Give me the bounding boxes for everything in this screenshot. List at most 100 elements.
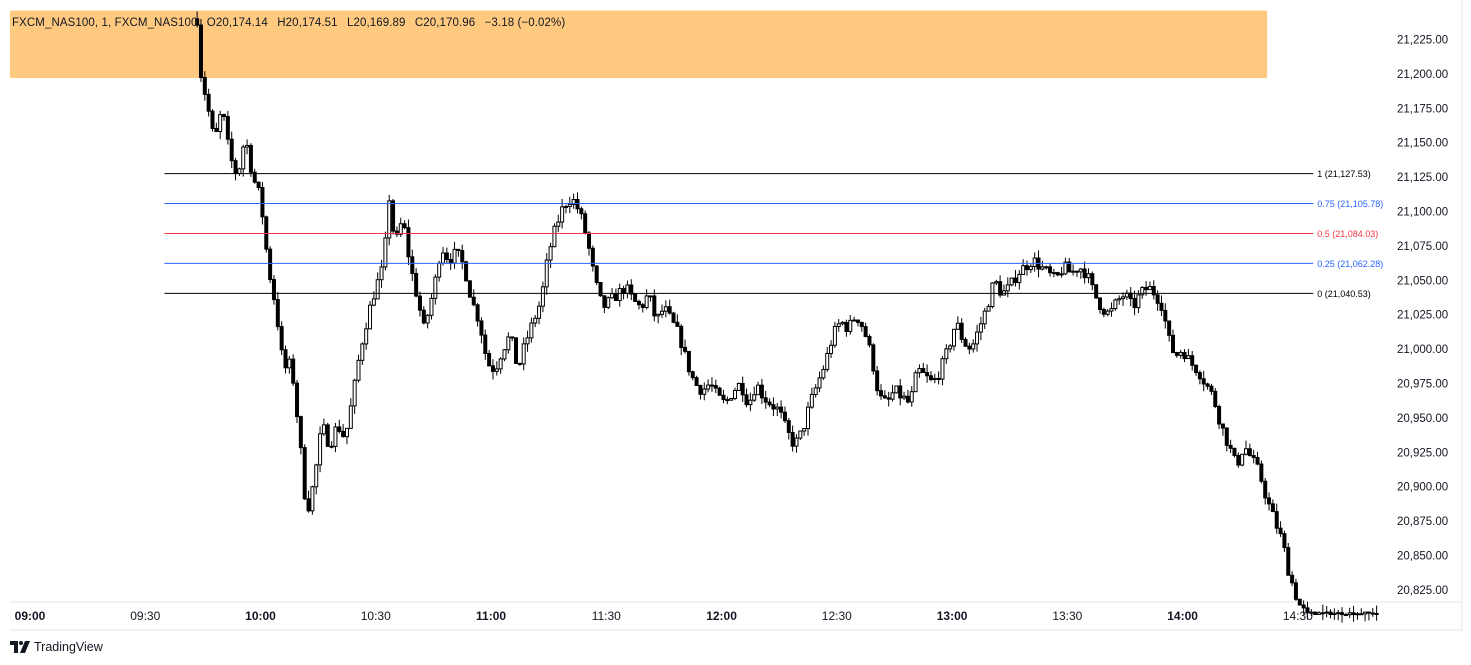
candle-down [667, 306, 672, 314]
time-tick-label: 12:00 [706, 609, 737, 623]
candle-up [1021, 265, 1026, 275]
chart-frame [10, 1, 1463, 631]
candle-up [656, 313, 661, 317]
candle-up [798, 430, 803, 439]
candle-up [1347, 612, 1352, 616]
candle-down [1144, 286, 1149, 291]
candle-up [1332, 612, 1337, 615]
candle-down [302, 447, 307, 500]
candle-down [1190, 355, 1195, 366]
price-axis[interactable]: 21,225.00 21,200.00 21,175.00 21,150.00 21,1… [1397, 35, 1448, 597]
candle-down [636, 300, 641, 306]
candle-up [940, 358, 945, 380]
candle-down [1097, 297, 1102, 310]
candle-down [329, 445, 334, 448]
candle-down [590, 247, 595, 267]
candle-down [298, 416, 303, 449]
candle-down [475, 304, 480, 322]
candle-up [1078, 268, 1083, 273]
candle-up [429, 297, 434, 316]
candle-down [998, 281, 1003, 296]
candle-down [575, 199, 580, 210]
candle-up [533, 317, 538, 324]
candle-up [556, 221, 561, 227]
candle-down [717, 387, 722, 396]
price-tick-label: 20,825.00 [1397, 585, 1448, 597]
candle-down [279, 326, 284, 351]
candle-down [587, 232, 592, 249]
candle-up [494, 368, 499, 372]
candle-up [506, 336, 511, 351]
candle-down [583, 213, 588, 234]
candle-down [195, 18, 200, 26]
candle-down [1163, 309, 1168, 322]
candle-up [1009, 277, 1014, 286]
candle-up [310, 486, 315, 512]
candle-down [467, 280, 472, 298]
candle-down [283, 349, 288, 369]
candle-down [967, 345, 972, 350]
candle-up [314, 464, 319, 488]
candle-up [287, 358, 292, 369]
candle-down [744, 394, 749, 406]
candle-up [560, 206, 565, 223]
candle-up [890, 392, 895, 400]
candle-up [982, 310, 987, 325]
candle-down [487, 352, 492, 367]
candle-down [1194, 364, 1199, 374]
candle-down [1044, 266, 1049, 269]
candle-down [1082, 268, 1087, 279]
candle-down [1213, 390, 1218, 408]
price-zone-rectangle[interactable] [10, 10, 1268, 79]
candle-up [817, 377, 822, 389]
candle-up [1363, 611, 1368, 615]
candle-up [832, 325, 837, 346]
candle-up [756, 384, 761, 396]
candle-down [1282, 533, 1287, 549]
candle-down [871, 344, 876, 372]
candle-down [337, 426, 342, 432]
candle-down [421, 309, 426, 324]
candle-down [1236, 454, 1241, 466]
price-tick-label: 21,125.00 [1397, 172, 1448, 184]
legend-low: L20,169.89 [346, 17, 406, 29]
candle-down [633, 293, 638, 302]
candle-up [809, 393, 814, 408]
candle-down [579, 208, 584, 215]
candle-down [233, 160, 238, 175]
candle-up [917, 368, 922, 374]
candle-up [552, 225, 557, 248]
legend-symbol[interactable]: FXCM_NAS100, 1, FXCM_NAS100 [12, 17, 198, 29]
price-tick-label: 21,225.00 [1397, 35, 1448, 47]
candle-up [706, 384, 711, 390]
candle-up [383, 237, 388, 268]
candle-up [318, 433, 323, 466]
candle-down [479, 320, 484, 336]
candle-up [821, 368, 826, 379]
candle-down [214, 127, 219, 133]
candle-up [1147, 286, 1152, 291]
tradingview-logo-icon [10, 641, 30, 653]
candle-down [698, 384, 703, 395]
candle-up [548, 246, 553, 261]
candle-down [325, 424, 330, 447]
candle-down [275, 299, 280, 328]
time-tick-label: 09:00 [15, 609, 46, 623]
candle-down [1132, 298, 1137, 309]
tradingview-branding[interactable]: TradingView [10, 640, 103, 654]
candle-down [690, 371, 695, 379]
candle-down [1359, 613, 1364, 616]
candle-down [271, 279, 276, 301]
candle-down [248, 144, 253, 173]
fibonacci-retracement[interactable]: 1 (21,127.53) 0.75 (21,105.78) 0.5 (21,084… [164, 169, 1383, 299]
candle-down [1293, 582, 1298, 600]
candle-down [1167, 320, 1172, 336]
candle-down [648, 295, 653, 298]
candle-up [1051, 272, 1056, 275]
time-axis[interactable]: 09:00 09:30 10:00 10:30 11:00 11:30 12:00 12:30… [15, 609, 1314, 623]
candle-up [829, 344, 834, 354]
candle-down [402, 223, 407, 229]
candle-up [1109, 308, 1114, 312]
price-tick-label: 20,950.00 [1397, 413, 1448, 425]
